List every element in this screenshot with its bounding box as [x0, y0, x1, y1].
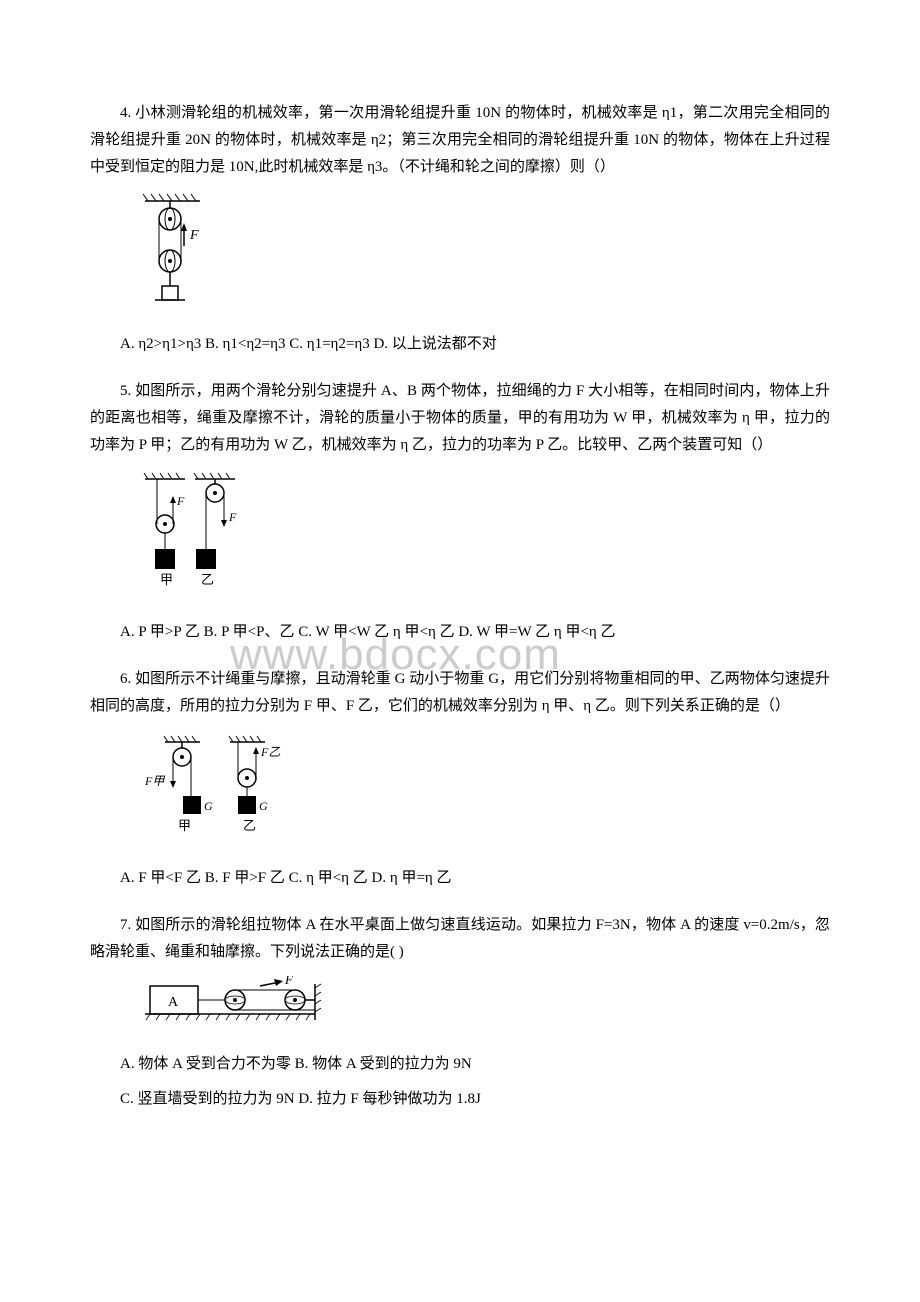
- q4-label-f: F: [189, 228, 199, 243]
- q6-label-fjia: F甲: [144, 774, 165, 788]
- q6-options: A. F 甲<F 乙 B. F 甲>F 乙 C. η 甲<η 乙 D. η 甲=…: [90, 865, 830, 892]
- q5-options: A. P 甲>P 乙 B. P 甲<P、乙 C. W 甲<W 乙 η 甲<η 乙…: [90, 619, 830, 646]
- q7-label-f: F: [284, 976, 294, 987]
- q5-label-f1: F: [176, 494, 185, 508]
- q5-label-f2: F: [228, 510, 237, 524]
- q4-diagram: F: [140, 191, 830, 321]
- q6-label-yi: 乙: [243, 818, 256, 833]
- q5-text: 5. 如图所示，用两个滑轮分别匀速提升 A、B 两个物体，拉细绳的力 F 大小相…: [90, 378, 830, 459]
- q7-options-ab: A. 物体 A 受到合力不为零 B. 物体 A 受到的拉力为 9N: [90, 1051, 830, 1078]
- q6-diagram: F甲 G 甲 F乙 G 乙: [140, 730, 830, 855]
- q7-diagram: A: [140, 976, 830, 1041]
- q7-options-cd: C. 竖直墙受到的拉力为 9N D. 拉力 F 每秒钟做功为 1.8J: [90, 1086, 830, 1113]
- page-content: 4. 小林测滑轮组的机械效率，第一次用滑轮组提升重 10N 的物体时，机械效率是…: [90, 100, 830, 1113]
- q5-label-yi: 乙: [201, 572, 214, 587]
- q6-label-g2: G: [259, 799, 268, 813]
- q6-label-fyi: F乙: [260, 745, 280, 759]
- q5-diagram: F 甲 F 乙: [140, 469, 830, 609]
- q4-text: 4. 小林测滑轮组的机械效率，第一次用滑轮组提升重 10N 的物体时，机械效率是…: [90, 100, 830, 181]
- q6-text: 6. 如图所示不计绳重与摩擦，且动滑轮重 G 动小于物重 G，用它们分别将物重相…: [90, 666, 830, 720]
- q4-options: A. η2>η1>η3 B. η1<η2=η3 C. η1=η2=η3 D. 以…: [90, 331, 830, 358]
- q6-label-jia: 甲: [178, 818, 191, 833]
- q5-label-jia: 甲: [160, 572, 173, 587]
- q6-label-g1: G: [204, 799, 213, 813]
- q7-label-a: A: [168, 995, 179, 1010]
- q7-text: 7. 如图所示的滑轮组拉物体 A 在水平桌面上做匀速直线运动。如果拉力 F=3N…: [90, 912, 830, 966]
